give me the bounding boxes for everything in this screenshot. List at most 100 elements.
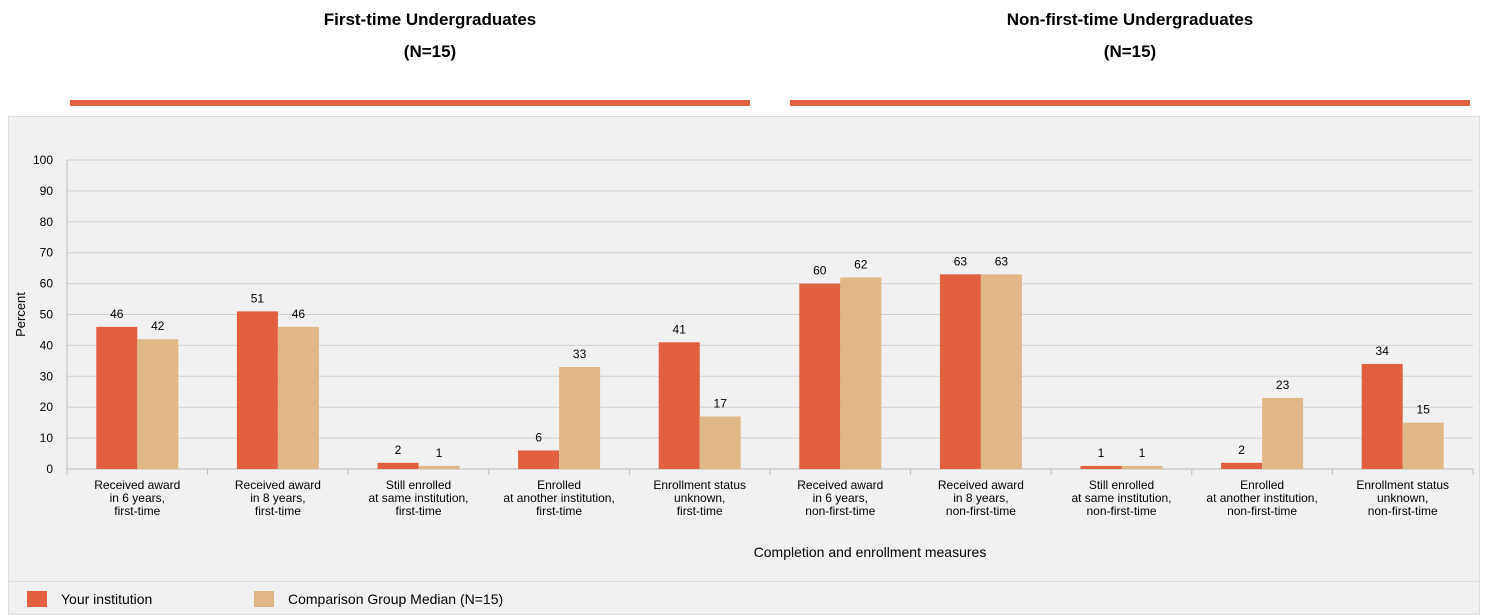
x-tick-label: Received award <box>235 478 321 492</box>
bar-your-institution <box>1080 465 1122 469</box>
bar-comparison <box>1121 465 1163 469</box>
x-tick-label: Still enrolled <box>386 478 451 492</box>
bar-your-institution <box>377 462 419 469</box>
x-tick-label: non-first-time <box>1227 504 1297 518</box>
group-rule-non-first-time <box>790 100 1470 106</box>
data-label: 62 <box>854 257 868 271</box>
data-label: 51 <box>251 291 265 305</box>
bar-your-institution <box>518 450 560 469</box>
data-label: 63 <box>954 254 968 268</box>
data-label: 15 <box>1417 403 1431 417</box>
x-tick-label: first-time <box>677 504 723 518</box>
data-label: 41 <box>673 322 687 336</box>
group-n-label: (N=15) <box>403 42 457 61</box>
legend-item-your-institution: Your institution <box>27 591 152 607</box>
y-tick-label: 0 <box>46 462 53 476</box>
bar-comparison <box>840 277 882 469</box>
bar-your-institution <box>658 342 700 469</box>
x-tick-label: Received award <box>94 478 180 492</box>
bar-chart: 0 10 20 30 40 50 60 70 80 90 100 Percent 46 42 Receive… <box>13 153 1474 560</box>
bar-your-institution <box>236 311 278 469</box>
group-title-text: First-time Undergraduates <box>323 10 537 29</box>
bar-comparison <box>559 367 601 469</box>
x-tick-label: first-time <box>114 504 160 518</box>
legend-swatch-comparison <box>254 591 274 607</box>
x-tick-label: first-time <box>536 504 582 518</box>
data-label: 33 <box>573 347 587 361</box>
bar-your-institution <box>799 283 841 469</box>
x-tick-label: at another institution, <box>1206 491 1317 505</box>
x-tick-label: Received award <box>797 478 883 492</box>
x-tick-label: Enrolled <box>537 478 581 492</box>
data-label: 63 <box>995 254 1009 268</box>
group-title-non-first-time: Non-first-time Undergraduates (N=15) <box>940 4 1320 68</box>
bar-comparison <box>980 274 1022 469</box>
bar-your-institution <box>939 274 981 469</box>
data-label: 1 <box>436 446 443 460</box>
bar-comparison <box>699 416 741 469</box>
legend-label: Comparison Group Median (N=15) <box>288 591 504 607</box>
bar-your-institution <box>1221 462 1263 469</box>
y-tick-label: 80 <box>40 215 54 229</box>
x-tick-label: first-time <box>255 504 301 518</box>
bar-comparison <box>1402 422 1444 469</box>
data-label: 42 <box>151 319 165 333</box>
y-tick-label: 20 <box>40 400 54 414</box>
data-label: 1 <box>1139 446 1146 460</box>
data-label: 2 <box>1238 443 1245 457</box>
x-tick-label: non-first-time <box>1368 504 1438 518</box>
x-tick-label: Still enrolled <box>1089 478 1154 492</box>
data-label: 6 <box>535 430 542 444</box>
data-label: 46 <box>292 307 306 321</box>
y-tick-label: 30 <box>40 369 54 383</box>
bar-your-institution <box>1361 363 1403 469</box>
x-tick-label: non-first-time <box>1086 504 1156 518</box>
x-tick-label: Enrolled <box>1240 478 1284 492</box>
chart-panel: 0 10 20 30 40 50 60 70 80 90 100 Percent 46 42 Receive… <box>8 116 1480 582</box>
legend-item-comparison: Comparison Group Median (N=15) <box>254 591 503 607</box>
x-axis-label: Completion and enrollment measures <box>754 544 987 560</box>
group-title-first-time: First-time Undergraduates (N=15) <box>240 4 620 68</box>
legend-swatch-your-institution <box>27 591 47 607</box>
y-tick-label: 40 <box>40 338 54 352</box>
y-tick-label: 60 <box>40 277 54 291</box>
data-label: 1 <box>1098 446 1105 460</box>
group-rule-first-time <box>70 100 750 106</box>
bar-comparison <box>137 339 179 469</box>
y-axis-label: Percent <box>13 292 28 337</box>
x-tick-label: in 8 years, <box>250 491 305 505</box>
x-tick-label: Enrollment status <box>1356 478 1449 492</box>
data-label: 2 <box>395 443 402 457</box>
x-tick-label: at same institution, <box>1071 491 1171 505</box>
y-tick-label: 100 <box>33 153 53 167</box>
x-tick-label: Received award <box>938 478 1024 492</box>
x-tick-label: non-first-time <box>805 504 875 518</box>
bar-comparison <box>277 326 319 469</box>
data-label: 60 <box>813 264 827 278</box>
x-tick-label: Enrollment status <box>653 478 746 492</box>
x-tick-label: at another institution, <box>503 491 614 505</box>
data-label: 34 <box>1376 344 1390 358</box>
y-tick-label: 90 <box>40 184 54 198</box>
bar-your-institution <box>96 326 138 469</box>
y-tick-label: 70 <box>40 246 54 260</box>
legend: Your institution Comparison Group Median… <box>8 582 1480 615</box>
data-label: 17 <box>714 396 728 410</box>
y-tick-label: 50 <box>40 308 54 322</box>
legend-label: Your institution <box>61 591 153 607</box>
x-tick-label: in 6 years, <box>110 491 165 505</box>
x-tick-label: at same institution, <box>368 491 468 505</box>
y-tick-label: 10 <box>40 431 54 445</box>
bar-comparison <box>1262 397 1304 469</box>
group-title-text: Non-first-time Undergraduates <box>1006 10 1254 29</box>
x-tick-label: unknown, <box>674 491 725 505</box>
data-label: 46 <box>110 307 124 321</box>
data-label: 23 <box>1276 378 1290 392</box>
x-tick-label: first-time <box>396 504 442 518</box>
bar-comparison <box>418 465 460 469</box>
x-tick-label: non-first-time <box>946 504 1016 518</box>
x-tick-label: in 8 years, <box>953 491 1008 505</box>
x-tick-label: unknown, <box>1377 491 1428 505</box>
x-tick-label: in 6 years, <box>813 491 868 505</box>
group-n-label: (N=15) <box>1103 42 1157 61</box>
